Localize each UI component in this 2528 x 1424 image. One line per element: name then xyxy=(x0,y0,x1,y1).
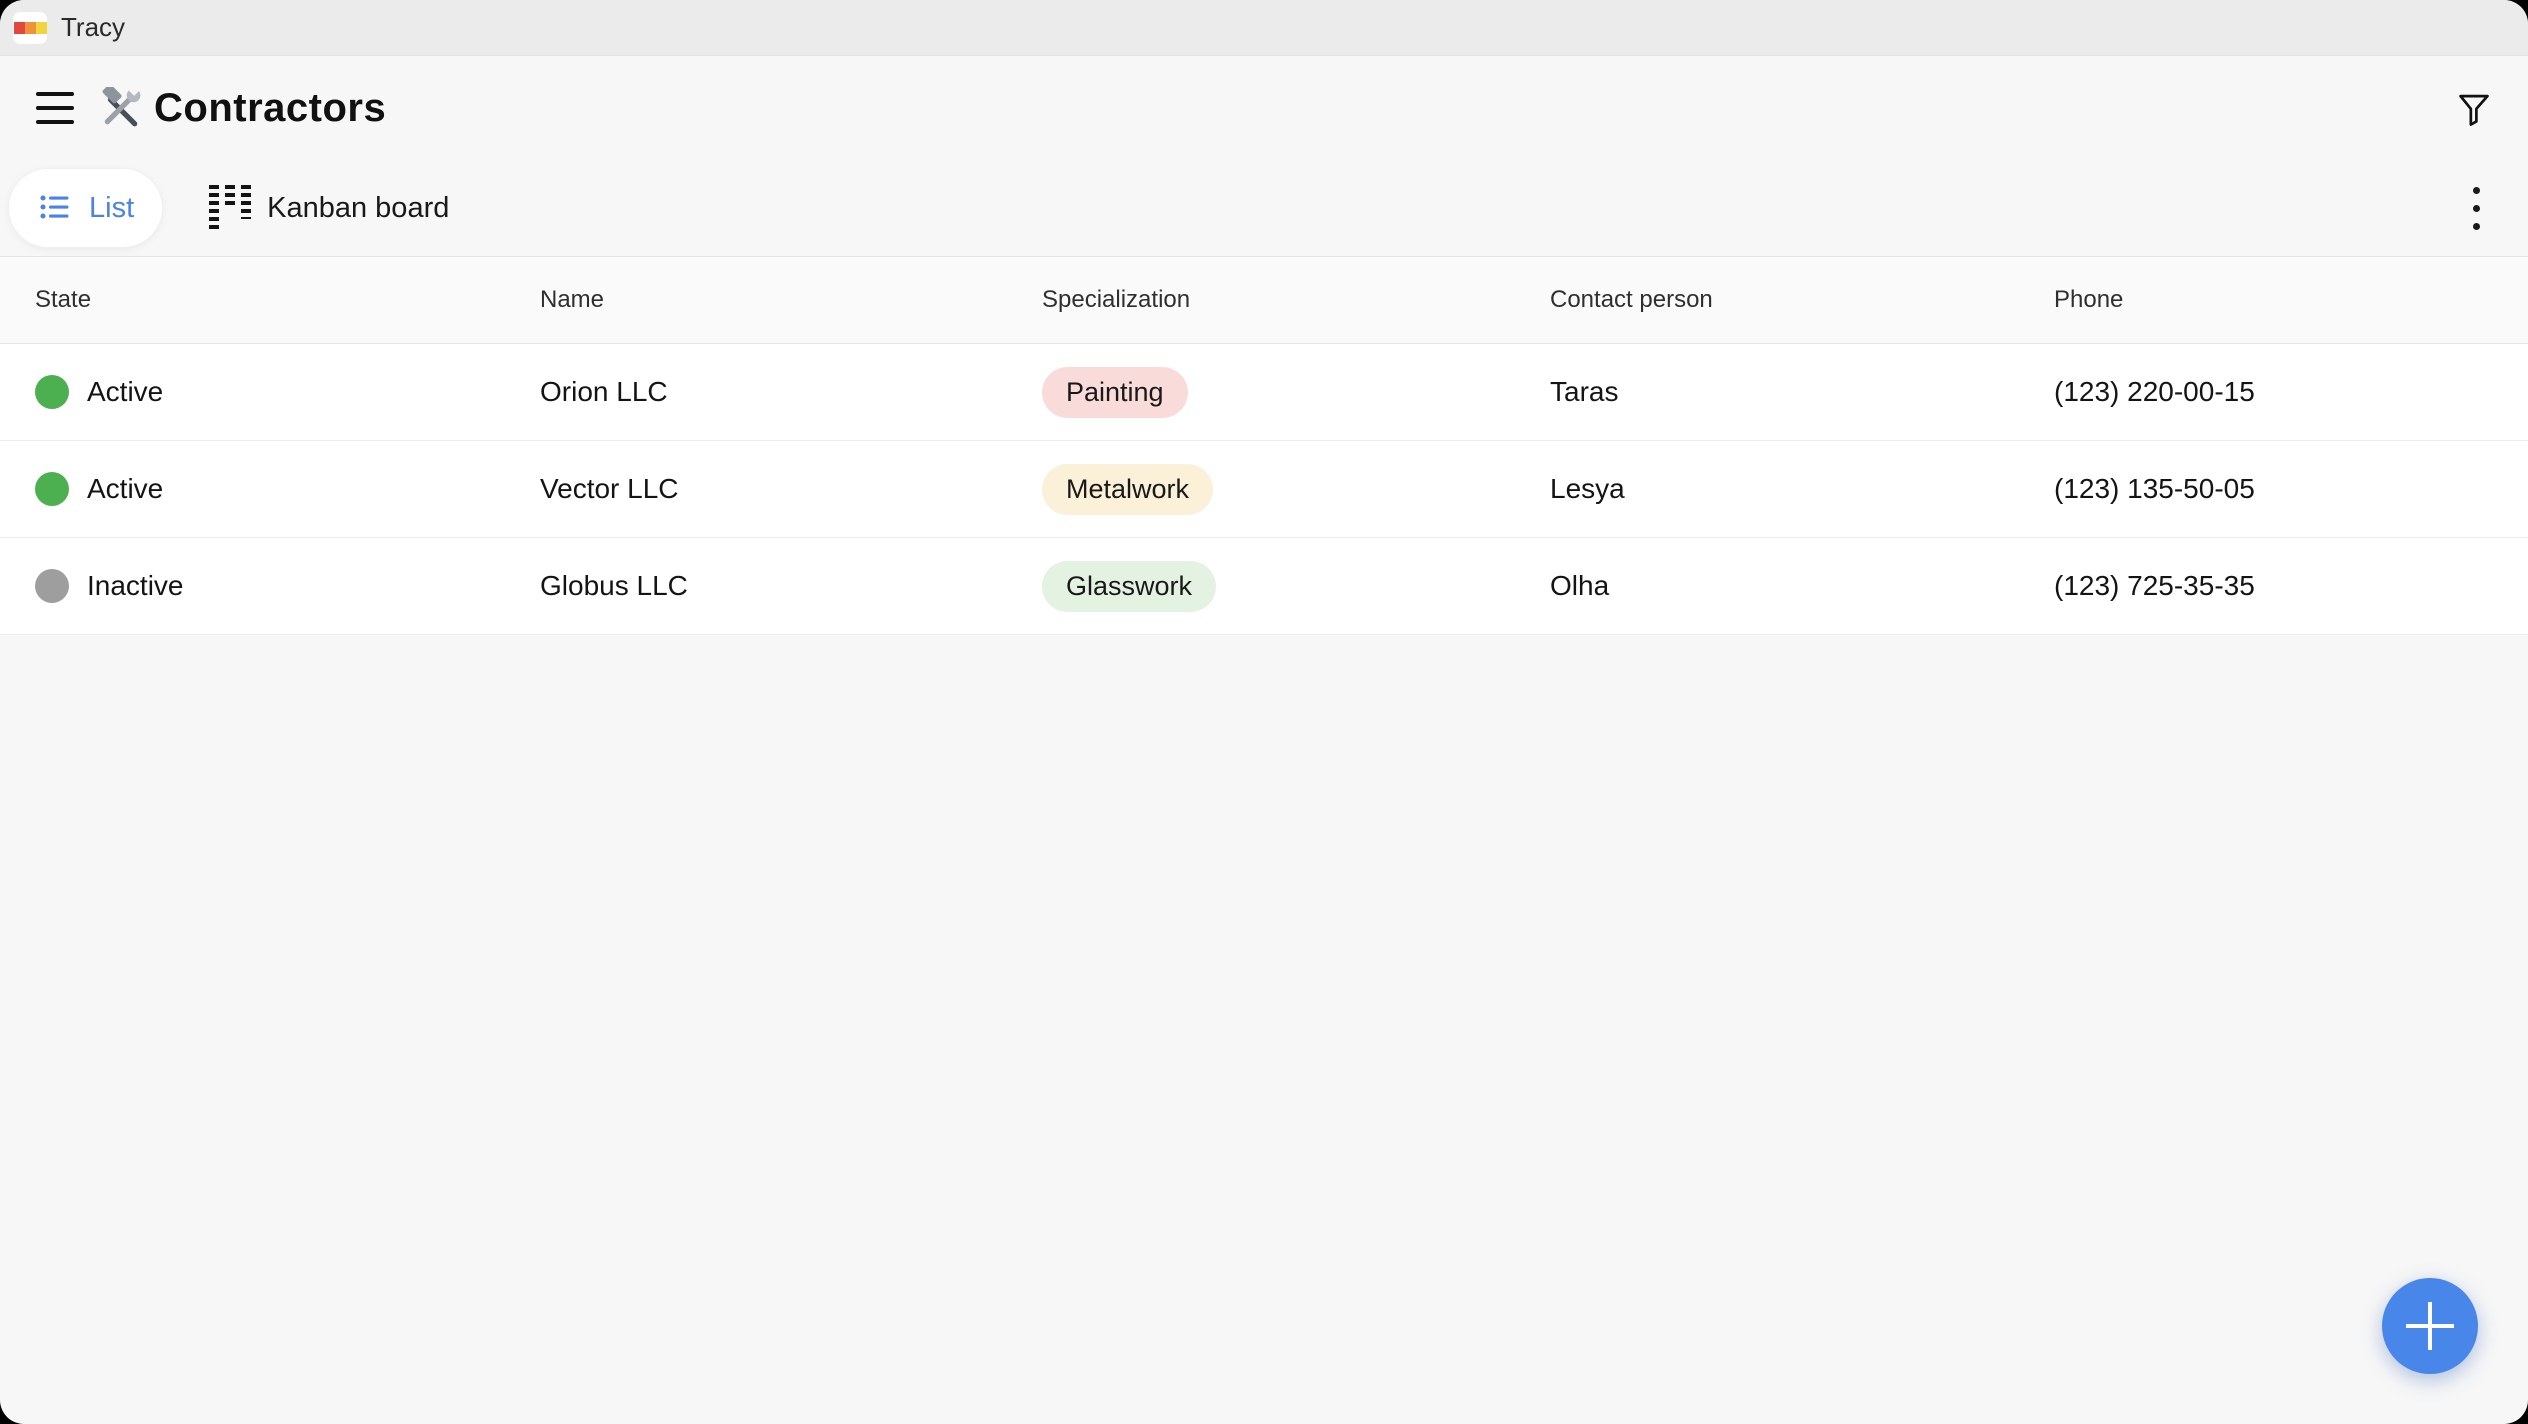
app-logo-icon xyxy=(13,11,47,44)
specialization-cell: Painting xyxy=(1042,366,1550,418)
phone-number: (123) 725-35-35 xyxy=(2054,570,2255,601)
column-header-specialization: Specialization xyxy=(1042,286,1191,313)
column-header-name: Name xyxy=(540,286,605,313)
list-icon xyxy=(37,189,73,228)
table-row[interactable]: Active Orion LLC Painting Taras (123) 22… xyxy=(0,344,2528,441)
hammer-wrench-icon xyxy=(100,84,142,129)
table-header: State Name Specialization Contact person… xyxy=(0,256,2528,344)
page-header: Contractors xyxy=(0,56,2528,160)
table-row[interactable]: Active Vector LLC Metalwork Lesya (123) … xyxy=(0,441,2528,538)
app-title: Tracy xyxy=(61,12,126,42)
specialization-badge: Glasswork xyxy=(1042,560,1217,612)
tab-list[interactable]: List xyxy=(8,168,164,248)
state-cell: Active xyxy=(35,472,540,506)
column-header-contact-person: Contact person xyxy=(1550,286,1713,313)
filter-icon[interactable] xyxy=(2452,86,2496,130)
hamburger-menu-icon[interactable] xyxy=(33,90,77,126)
state-label: Active xyxy=(87,473,164,504)
kebab-menu-icon[interactable] xyxy=(2454,186,2498,230)
titlebar: Tracy xyxy=(0,0,2528,56)
contact-person: Olha xyxy=(1550,570,1610,601)
specialization-badge: Metalwork xyxy=(1042,463,1214,515)
add-contractor-button[interactable] xyxy=(2382,1278,2478,1374)
specialization-cell: Glasswork xyxy=(1042,560,1550,612)
state-dot-icon xyxy=(35,472,69,506)
column-header-state: State xyxy=(35,286,92,313)
specialization-badge: Painting xyxy=(1042,366,1188,418)
contact-person: Lesya xyxy=(1550,473,1625,504)
state-cell: Inactive xyxy=(35,569,540,603)
contractor-name: Vector LLC xyxy=(540,473,679,504)
kanban-icon xyxy=(209,185,252,231)
tab-kanban-label: Kanban board xyxy=(267,191,450,224)
specialization-cell: Metalwork xyxy=(1042,463,1550,515)
state-dot-icon xyxy=(35,375,69,409)
contact-person: Taras xyxy=(1550,376,1619,407)
view-tabs: List Kanban board xyxy=(0,160,2528,256)
tab-list-label: List xyxy=(89,191,135,224)
phone-number: (123) 220-00-15 xyxy=(2054,376,2255,407)
state-cell: Active xyxy=(35,375,540,409)
contractor-name: Orion LLC xyxy=(540,376,668,407)
column-header-phone: Phone xyxy=(2054,286,2124,313)
contractor-name: Globus LLC xyxy=(540,570,688,601)
state-label: Inactive xyxy=(87,570,184,601)
page-title: Contractors xyxy=(154,85,387,130)
phone-number: (123) 135-50-05 xyxy=(2054,473,2255,504)
state-dot-icon xyxy=(35,569,69,603)
tab-kanban-board[interactable]: Kanban board xyxy=(209,185,449,231)
table-body: Active Orion LLC Painting Taras (123) 22… xyxy=(0,344,2528,635)
table-row[interactable]: Inactive Globus LLC Glasswork Olha (123)… xyxy=(0,538,2528,635)
state-label: Active xyxy=(87,376,164,407)
